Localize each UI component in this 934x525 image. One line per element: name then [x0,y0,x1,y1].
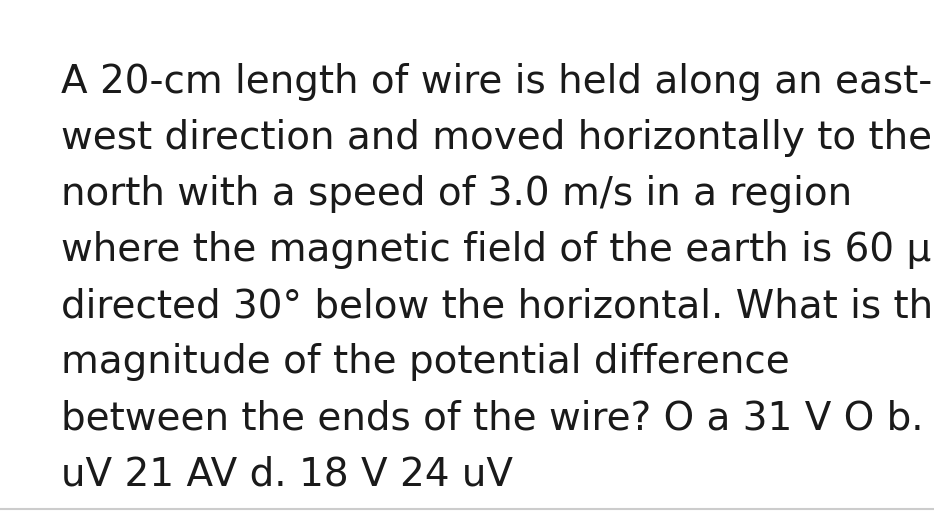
Text: A 20-cm length of wire is held along an east-: A 20-cm length of wire is held along an … [61,63,932,101]
Text: west direction and moved horizontally to the: west direction and moved horizontally to… [61,119,932,157]
Text: magnitude of the potential difference: magnitude of the potential difference [61,343,789,381]
Text: north with a speed of 3.0 m/s in a region: north with a speed of 3.0 m/s in a regio… [61,175,852,213]
Text: uV 21 AV d. 18 V 24 uV: uV 21 AV d. 18 V 24 uV [61,455,513,493]
Text: directed 30° below the horizontal. What is the: directed 30° below the horizontal. What … [61,287,934,325]
Text: where the magnetic field of the earth is 60 μiT: where the magnetic field of the earth is… [61,231,934,269]
Text: between the ends of the wire? O a 31 V O b. 36: between the ends of the wire? O a 31 V O… [61,399,934,437]
